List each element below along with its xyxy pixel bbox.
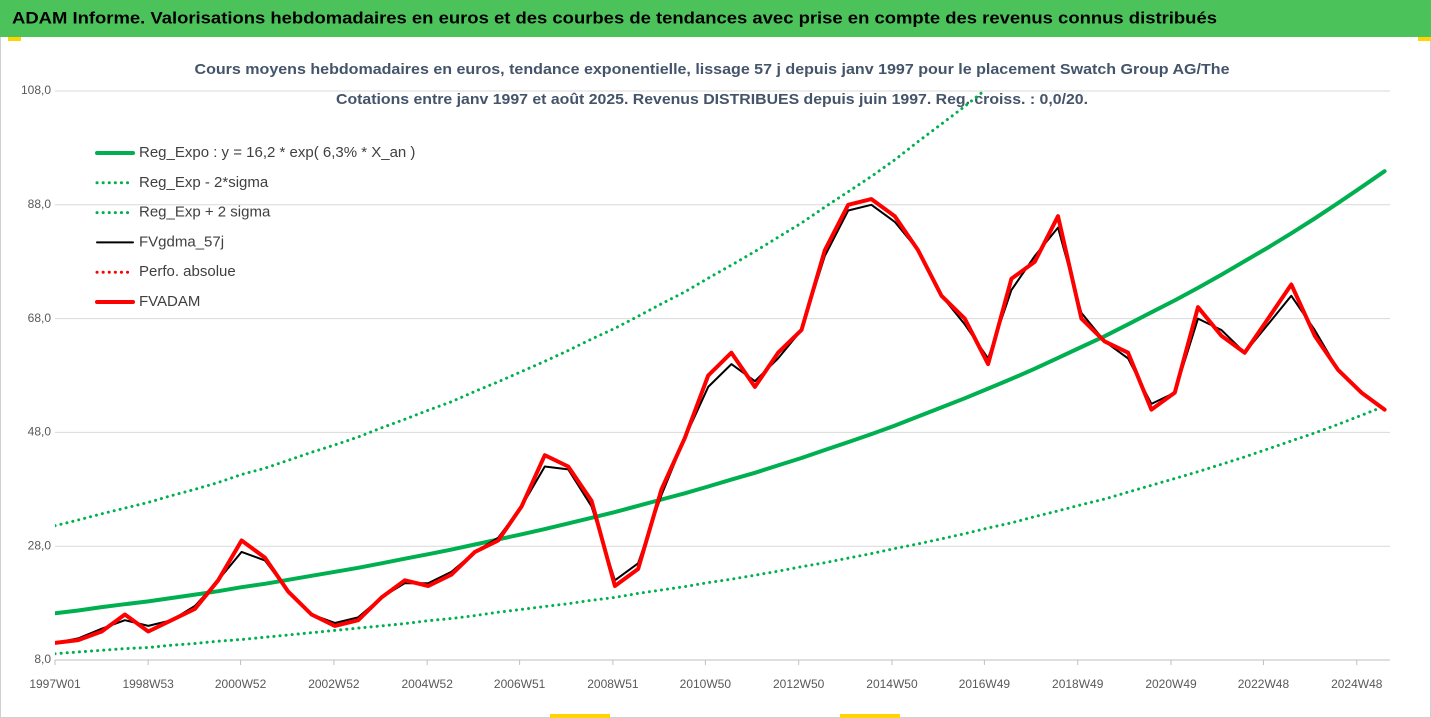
title-band — [0, 0, 1431, 37]
series-line — [55, 169, 1387, 616]
y-tick-label: 8,0 — [34, 652, 51, 666]
grid: 8,0 28,0 48,0 68,0 88,0 108,0 1997W01 1998W53 20… — [21, 83, 1390, 691]
legend-label: Perfo. absolue — [139, 263, 236, 280]
y-tick-label: 68,0 — [28, 311, 52, 325]
x-tick-label: 2002W52 — [308, 677, 360, 691]
series-line — [55, 91, 987, 528]
corner-mark — [1418, 37, 1431, 41]
x-tick-label: 2020W49 — [1145, 677, 1197, 691]
x-tick-label: 1998W53 — [122, 677, 174, 691]
series-line — [55, 197, 1387, 645]
x-tick-label: 1997W01 — [29, 677, 81, 691]
x-tick-label: 2010W50 — [680, 677, 732, 691]
x-tick-label: 2018W49 — [1052, 677, 1104, 691]
legend-label: Reg_Exp + 2 sigma — [139, 204, 271, 221]
corner-mark — [550, 714, 610, 718]
corner-mark — [840, 714, 900, 718]
x-tick-label: 2024W48 — [1331, 677, 1383, 691]
x-tick-label: 2008W51 — [587, 677, 639, 691]
corner-mark — [8, 37, 21, 41]
chart-subtitle: Cotations entre janv 1997 et août 2025. … — [336, 91, 1088, 108]
x-tick-label: 2022W48 — [1238, 677, 1290, 691]
y-tick-label: 108,0 — [21, 83, 51, 97]
chart-title: ADAM Informe. Valorisations hebdomadaire… — [12, 8, 1217, 27]
x-tick-label: 2000W52 — [215, 677, 267, 691]
x-tick-label: 2004W52 — [402, 677, 454, 691]
legend: Reg_Expo : y = 16,2 * exp( 6,3% * X_an )… — [95, 144, 415, 310]
series-line — [55, 404, 1387, 656]
y-tick-label: 48,0 — [28, 425, 52, 439]
y-tick-label: 28,0 — [28, 538, 52, 552]
x-tick-label: 2006W51 — [494, 677, 546, 691]
legend-label: Reg_Exp - 2*sigma — [139, 174, 269, 191]
plot-area — [55, 91, 1387, 656]
legend-label: FVADAM — [139, 293, 200, 310]
y-tick-label: 88,0 — [28, 197, 52, 211]
legend-label: Reg_Expo : y = 16,2 * exp( 6,3% * X_an ) — [139, 144, 415, 161]
x-tick-label: 2014W50 — [866, 677, 918, 691]
x-tick-label: 2012W50 — [773, 677, 825, 691]
x-tick-label: 2016W49 — [959, 677, 1011, 691]
chart-subtitle: Cours moyens hebdomadaires en euros, ten… — [195, 61, 1230, 78]
legend-label: FVgdma_57j — [139, 233, 224, 250]
